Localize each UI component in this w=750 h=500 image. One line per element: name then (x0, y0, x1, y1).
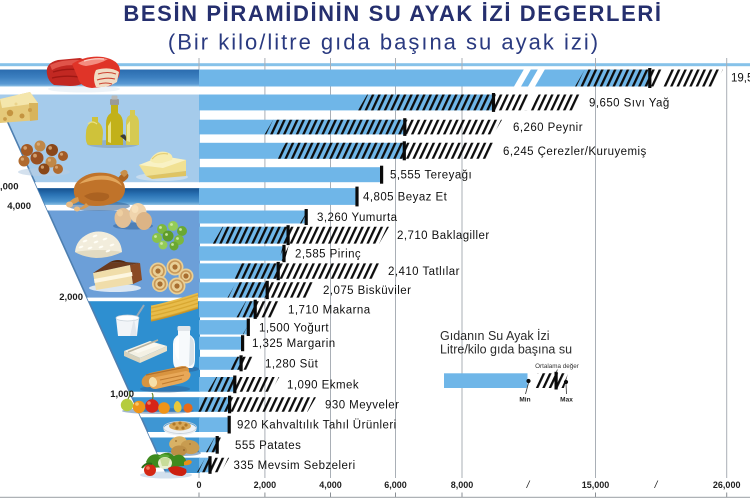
svg-text:555 Patates: 555 Patates (235, 440, 301, 452)
svg-text:15,000: 15,000 (582, 480, 610, 490)
svg-text:9,650 Sıvı Yağ: 9,650 Sıvı Yağ (589, 98, 670, 110)
svg-text:Max: Max (560, 397, 573, 404)
svg-text:335 Mevsim Sebzeleri: 335 Mevsim Sebzeleri (234, 460, 356, 472)
svg-text:2,000: 2,000 (59, 292, 83, 303)
svg-text:5,555 Tereyağı: 5,555 Tereyağı (390, 170, 472, 182)
svg-text:Gıdanın Su Ayak İzi: Gıdanın Su Ayak İzi (440, 329, 550, 343)
svg-text:930 Meyveler: 930 Meyveler (325, 400, 399, 412)
svg-text:5,000: 5,000 (0, 182, 19, 193)
svg-text:(Bir kilo/litre gıda başına su: (Bir kilo/litre gıda başına su ayak izi) (168, 30, 600, 55)
svg-text:1,325 Margarin: 1,325 Margarin (252, 338, 336, 350)
svg-text:6,260 Peynir: 6,260 Peynir (513, 122, 583, 134)
svg-text:4,000: 4,000 (7, 201, 31, 212)
svg-text:1,090 Ekmek: 1,090 Ekmek (287, 379, 359, 391)
svg-text:1,280 Süt: 1,280 Süt (265, 358, 319, 370)
svg-text:2,075 Bisküviler: 2,075 Bisküviler (323, 285, 411, 297)
svg-text:2,000: 2,000 (254, 480, 277, 490)
svg-text:3,260 Yumurta: 3,260 Yumurta (317, 212, 398, 224)
svg-text:2,585 Pirinç: 2,585 Pirinç (295, 249, 361, 261)
svg-text:1,500 Yoğurt: 1,500 Yoğurt (259, 322, 329, 334)
svg-text:920 Kahvaltılık Tahıl Ürünleri: 920 Kahvaltılık Tahıl Ürünleri (237, 420, 397, 432)
svg-text:/: / (526, 480, 531, 491)
svg-text:2,410 Tatlılar: 2,410 Tatlılar (388, 266, 460, 278)
svg-text:1,710 Makarna: 1,710 Makarna (288, 304, 371, 316)
svg-text:4,000: 4,000 (319, 480, 342, 490)
svg-text:Min: Min (519, 397, 530, 404)
svg-text:Litre/kilo gıda başına su: Litre/kilo gıda başına su (440, 343, 572, 357)
svg-text:26,000: 26,000 (713, 480, 741, 490)
svg-text:BESİN PİRAMİDİNİN SU AYAK İZİ: BESİN PİRAMİDİNİN SU AYAK İZİ DEGERLERİ (123, 1, 662, 26)
svg-text:6,000: 6,000 (384, 480, 407, 490)
svg-text:1,000: 1,000 (110, 389, 134, 400)
svg-text:Ortalama değer: Ortalama değer (535, 363, 579, 370)
svg-text:19,550: 19,550 (731, 73, 750, 85)
svg-text:8,000: 8,000 (451, 480, 474, 490)
svg-text:0: 0 (196, 480, 201, 490)
svg-text:/: / (654, 480, 659, 491)
svg-text:2,710 Baklagiller: 2,710 Baklagiller (397, 230, 490, 242)
svg-text:6,245 Çerezler/Kuruyemiş: 6,245 Çerezler/Kuruyemiş (503, 146, 647, 158)
svg-text:4,805 Beyaz Et: 4,805 Beyaz Et (363, 192, 448, 204)
